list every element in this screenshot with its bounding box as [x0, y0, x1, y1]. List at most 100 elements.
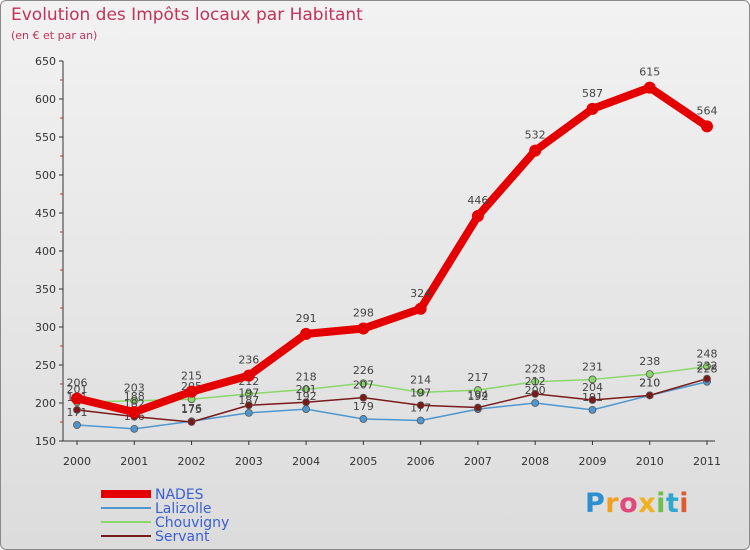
- legend-label: Chouvigny: [155, 515, 229, 531]
- data-point: [645, 391, 654, 400]
- data-label: 197: [410, 386, 431, 399]
- data-point: [529, 144, 542, 157]
- data-label: 207: [353, 379, 374, 392]
- data-label: 188: [124, 390, 145, 403]
- legend-label: Servant: [155, 529, 210, 545]
- series-servant: 191182175197201207197194212204210232: [67, 360, 718, 426]
- logo-letter: r: [605, 488, 620, 519]
- logo-letter: t: [665, 488, 680, 519]
- data-label: 210: [639, 376, 660, 389]
- data-label: 615: [639, 66, 660, 79]
- data-label: 203: [124, 382, 145, 395]
- data-point: [359, 379, 368, 388]
- data-label: 215: [181, 370, 202, 383]
- data-label: 232: [697, 360, 718, 373]
- data-point: [130, 396, 139, 405]
- data-label: 236: [238, 354, 259, 367]
- data-label: 204: [582, 381, 603, 394]
- data-point: [701, 120, 713, 133]
- data-point: [357, 322, 370, 335]
- data-label: 238: [639, 355, 660, 368]
- data-label: 192: [296, 390, 317, 403]
- data-label: 564: [697, 104, 718, 117]
- data-point: [302, 398, 310, 407]
- data-label: 194: [467, 389, 488, 402]
- legend-item-lalizolle: Lalizolle: [101, 501, 211, 517]
- x-tick-label: 2006: [407, 455, 435, 468]
- data-point: [359, 393, 368, 402]
- legend-item-nades: NADES: [101, 487, 204, 503]
- y-tick-label: 550: [35, 131, 56, 144]
- data-point: [643, 81, 656, 94]
- data-point: [302, 385, 310, 394]
- data-point: [471, 210, 484, 223]
- data-point: [588, 396, 597, 404]
- data-label: 217: [467, 371, 488, 384]
- series-chouvigny: 201203205212218226214217228231238248: [67, 348, 718, 407]
- x-tick-label: 2011: [693, 455, 721, 468]
- data-point: [185, 385, 198, 398]
- chart-subtitle: (en € et par an): [11, 29, 98, 42]
- data-point: [242, 369, 255, 382]
- data-label: 206: [67, 376, 88, 389]
- x-tick-label: 2001: [120, 455, 148, 468]
- data-point: [244, 408, 253, 417]
- x-tick-label: 2010: [636, 455, 664, 468]
- data-point: [474, 386, 482, 394]
- legend-label: Lalizolle: [155, 501, 211, 517]
- data-label: 179: [353, 400, 374, 413]
- data-label: 324: [410, 287, 431, 300]
- data-point: [531, 377, 540, 386]
- data-point: [416, 416, 425, 425]
- y-tick-label: 500: [35, 169, 56, 182]
- x-tick-label: 2003: [235, 455, 263, 468]
- logo-letter: o: [619, 488, 639, 519]
- data-label: 291: [296, 312, 317, 325]
- data-point: [645, 370, 654, 379]
- y-tick-label: 350: [35, 283, 56, 296]
- data-point: [73, 405, 81, 414]
- data-point: [302, 405, 310, 413]
- x-tick-label: 2004: [292, 455, 320, 468]
- data-label: 298: [353, 307, 374, 320]
- data-label: 226: [353, 364, 374, 377]
- data-label: 210: [639, 376, 660, 389]
- data-point: [474, 403, 482, 412]
- x-tick-label: 2002: [178, 455, 206, 468]
- data-point: [416, 401, 425, 410]
- data-point: [73, 421, 81, 429]
- logo-letter: P: [585, 488, 606, 519]
- y-tick-label: 450: [35, 207, 56, 220]
- data-point: [531, 399, 540, 407]
- y-tick-label: 300: [35, 321, 56, 334]
- data-point: [359, 415, 368, 423]
- legend-item-servant: Servant: [101, 529, 210, 545]
- data-label: 587: [582, 87, 603, 100]
- series-line: [76, 380, 708, 430]
- data-point: [414, 302, 427, 315]
- data-point: [130, 424, 139, 433]
- data-label: 176: [181, 402, 202, 415]
- series-line: [76, 377, 708, 423]
- x-tick-label: 2009: [578, 455, 606, 468]
- x-tick-label: 2000: [63, 455, 91, 468]
- data-label: 201: [67, 383, 88, 396]
- data-point: [244, 389, 253, 398]
- chart-title: Evolution des Impôts locaux par Habitant: [11, 5, 363, 25]
- data-label: 248: [697, 348, 718, 361]
- data-label: 532: [525, 129, 546, 142]
- data-point: [588, 405, 597, 414]
- data-label: 187: [238, 394, 259, 407]
- data-label: 231: [582, 360, 603, 373]
- series-nades: 206 188 215 236 291 298 324 446 532 587 615 564: [67, 66, 718, 419]
- y-tick-label: 250: [35, 359, 56, 372]
- y-tick-label: 600: [35, 93, 56, 106]
- series-line: [73, 83, 711, 417]
- logo-letter: i: [679, 488, 690, 519]
- series-line: [76, 365, 708, 403]
- data-label: 228: [525, 363, 546, 376]
- data-label: 201: [296, 383, 317, 396]
- data-label: 218: [296, 370, 317, 383]
